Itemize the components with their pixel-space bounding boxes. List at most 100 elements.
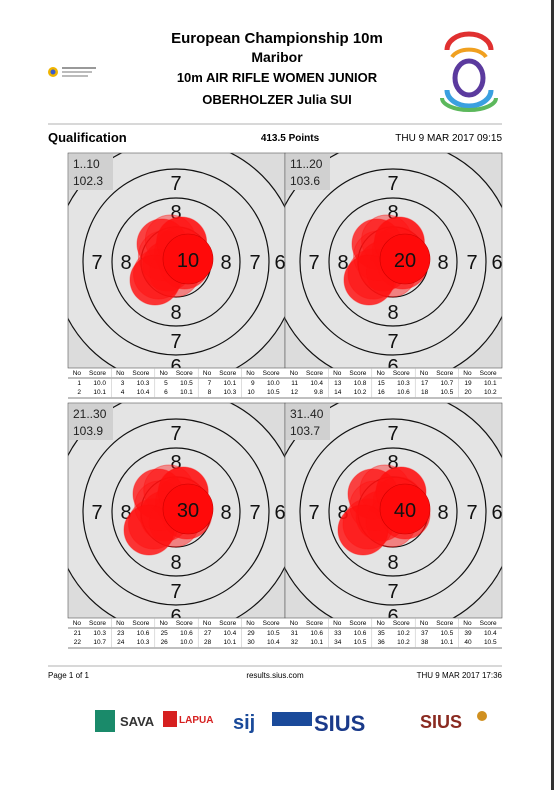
table-header: No [73,620,82,627]
last-shot [379,483,431,535]
ring-label: 8 [387,302,398,324]
table-header: Score [132,370,149,377]
table-header: Score [132,620,149,627]
table-header: No [73,370,82,377]
series-label: 20 [394,250,416,272]
ring-label: 7 [249,502,260,524]
target-border [284,152,503,369]
ring-label: 8 [387,552,398,574]
shot-number: 5 [164,380,168,387]
series-range: 21..30 [73,407,107,421]
shot-score: 10.7 [93,639,106,646]
ring-label: 7 [466,502,477,524]
ring-label: 8 [220,502,231,524]
table-header: Score [89,370,106,377]
ring-label: 8 [170,202,181,224]
shot-score: 10.4 [224,630,237,637]
ring-label: 7 [170,581,181,603]
table-header: No [376,370,385,377]
event-emblem [440,31,498,112]
sponsor-bar: SAVA LAPUA sij SIUS SIUS [95,710,487,736]
last-shot [162,233,214,285]
shot-number: 22 [74,639,82,646]
shot-number: 32 [291,639,299,646]
athlete: OBERHOLZER Julia SUI [202,92,352,107]
ring-label: 8 [120,502,131,524]
series-range: 31..40 [290,407,324,421]
table-header: No [203,620,212,627]
table-header: No [246,370,255,377]
shot-score: 10.1 [441,639,454,646]
ring-label: 7 [91,502,102,524]
ring-label: 7 [170,423,181,445]
series-label: 10 [177,250,199,272]
table-header: Score [349,620,366,627]
table-header: No [290,620,299,627]
ring [111,197,241,327]
page-number: Page 1 of 1 [48,671,89,680]
shot-score: 10.1 [93,389,106,396]
table-header: No [203,370,212,377]
table-header: Score [176,620,193,627]
ring-label: 7 [387,581,398,603]
shot-number: 16 [378,389,386,396]
table-header: Score [89,620,106,627]
ring-label: 8 [337,502,348,524]
shot-score: 10.0 [180,639,193,646]
last-shot [162,483,214,535]
shot-number: 31 [291,630,299,637]
ring-label: 7 [91,252,102,274]
shot-number: 20 [464,389,472,396]
shot-number: 18 [421,389,429,396]
ring [299,168,487,356]
shot-score: 10.1 [224,380,237,387]
shot-number: 25 [161,630,169,637]
table-header: Score [436,620,453,627]
shot-score: 10.1 [484,380,497,387]
ring-label: 6 [170,606,181,628]
series-range: 1..10 [73,157,100,171]
shot-number: 39 [464,630,472,637]
ring-label: 6 [387,356,398,378]
shot-score: 10.4 [137,389,150,396]
series-total: 102.3 [73,174,103,188]
table-header: No [333,620,342,627]
shot-number: 21 [74,630,82,637]
ring-label: 8 [120,252,131,274]
shot-number: 11 [291,380,298,387]
shot-score: 10.5 [267,630,280,637]
series-label: 40 [394,500,416,522]
sponsor: sij [233,712,255,734]
shot-number: 33 [334,630,342,637]
shot-number: 30 [247,639,255,646]
shot-score: 10.6 [310,630,323,637]
shot-number: 40 [464,639,472,646]
table-header: Score [306,370,323,377]
ring-label: 6 [170,356,181,378]
table-header: No [246,620,255,627]
event-title: European Championship 10m [171,30,383,47]
table-header: Score [263,370,280,377]
shot-score: 10.0 [267,380,280,387]
shot-number: 38 [421,639,429,646]
shot-score: 10.5 [267,389,280,396]
sava-icon [95,710,115,732]
shot-number: 6 [164,389,168,396]
shot-score: 10.3 [224,389,237,396]
table-header: No [463,370,472,377]
stage: Qualification [48,130,127,145]
footer-datetime: THU 9 MAR 2017 17:36 [417,671,503,680]
shot-number: 23 [117,630,125,637]
series-total: 103.9 [73,424,103,438]
shot-score: 10.1 [180,389,193,396]
ring-label: 7 [308,252,319,274]
shot-number: 27 [204,630,212,637]
shot-score: 10.2 [354,389,367,396]
shot [337,504,389,556]
ring-label: 7 [308,502,319,524]
sius-logo: SIUS [420,712,462,732]
sponsor: SAVA [120,714,155,729]
shot-number: 37 [421,630,429,637]
